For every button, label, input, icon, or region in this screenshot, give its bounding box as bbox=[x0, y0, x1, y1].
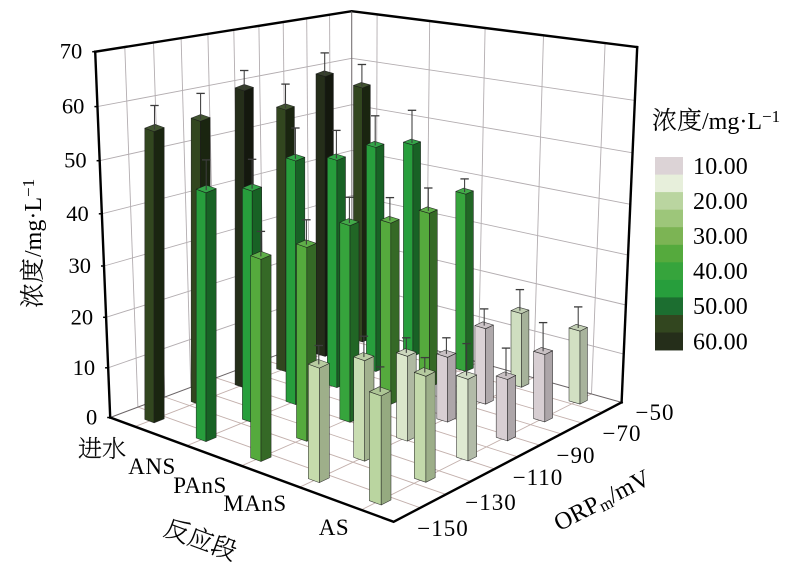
svg-text:20.00: 20.00 bbox=[693, 189, 748, 215]
svg-text:40: 40 bbox=[66, 201, 89, 226]
svg-text:0: 0 bbox=[86, 405, 97, 430]
svg-text:PAnS: PAnS bbox=[173, 473, 227, 498]
svg-text:40.00: 40.00 bbox=[693, 259, 748, 285]
svg-text:10.00: 10.00 bbox=[693, 154, 748, 180]
svg-text:−110: −110 bbox=[513, 465, 564, 490]
svg-text:−130: −130 bbox=[465, 490, 516, 515]
svg-text:−50: −50 bbox=[636, 400, 675, 425]
svg-text:−90: −90 bbox=[557, 443, 596, 468]
svg-text:50: 50 bbox=[64, 148, 87, 173]
svg-text:70: 70 bbox=[60, 39, 83, 64]
svg-text:10: 10 bbox=[73, 355, 96, 380]
svg-text:MAnS: MAnS bbox=[223, 491, 286, 516]
svg-text:60.00: 60.00 bbox=[693, 329, 748, 355]
svg-text:/mg·L−1: /mg·L−1 bbox=[19, 179, 47, 257]
svg-text:/mg·L−1: /mg·L−1 bbox=[702, 107, 780, 135]
svg-text:−70: −70 bbox=[603, 421, 642, 446]
svg-text:30: 30 bbox=[69, 253, 92, 278]
svg-text:50.00: 50.00 bbox=[693, 294, 748, 320]
svg-text:20: 20 bbox=[71, 304, 94, 329]
svg-text:ANS: ANS bbox=[128, 454, 176, 479]
svg-text:60: 60 bbox=[62, 94, 85, 119]
svg-text:−150: −150 bbox=[417, 516, 468, 541]
svg-text:AS: AS bbox=[319, 515, 349, 540]
svg-text:30.00: 30.00 bbox=[693, 224, 748, 250]
